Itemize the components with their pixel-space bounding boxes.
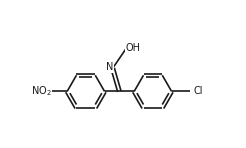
Text: NO$_2$: NO$_2$ xyxy=(31,85,51,98)
Text: Cl: Cl xyxy=(193,86,202,96)
Text: N: N xyxy=(106,62,113,72)
Text: OH: OH xyxy=(126,43,141,53)
